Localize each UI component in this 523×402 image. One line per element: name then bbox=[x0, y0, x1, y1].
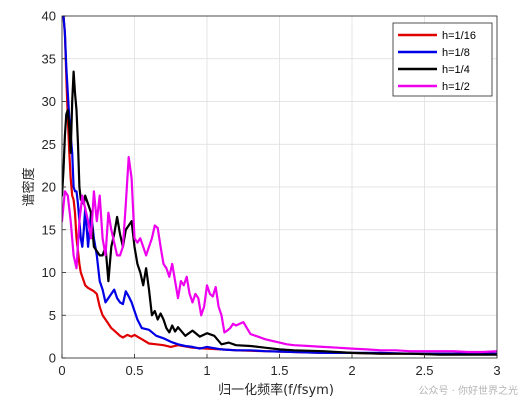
y-tick-label: 20 bbox=[42, 180, 56, 195]
y-tick-label: 15 bbox=[42, 222, 56, 237]
x-tick-label: 0.5 bbox=[125, 363, 143, 378]
legend: h=1/16 h=1/8 h=1/4 h=1/2 bbox=[392, 22, 493, 97]
y-axis-ticks: 0 5 10 15 20 25 30 35 40 bbox=[42, 9, 66, 366]
x-tick-label: 2 bbox=[348, 363, 355, 378]
y-axis-label: 谱密度 bbox=[21, 167, 37, 206]
series-layer bbox=[62, 16, 497, 356]
legend-label: h=1/16 bbox=[442, 30, 476, 42]
y-tick-label: 25 bbox=[42, 137, 56, 152]
x-tick-label: 2.5 bbox=[415, 363, 433, 378]
watermark-text: 公众号 · 你好世界之光 bbox=[418, 384, 518, 397]
legend-label: h=1/4 bbox=[442, 64, 470, 76]
y-tick-label: 30 bbox=[42, 94, 56, 109]
series-line-3 bbox=[62, 156, 497, 354]
y-tick-label: 40 bbox=[42, 9, 56, 24]
x-axis-ticks: 0 0.5 1 1.5 2 2.5 3 bbox=[58, 354, 501, 378]
y-tick-label: 35 bbox=[42, 51, 56, 66]
series-line-2 bbox=[62, 70, 497, 356]
x-tick-label: 1.5 bbox=[270, 363, 288, 378]
y-tick-label: 0 bbox=[49, 351, 56, 366]
x-tick-label: 1 bbox=[203, 363, 210, 378]
x-tick-label: 3 bbox=[493, 363, 500, 378]
series-line-1 bbox=[62, 16, 497, 355]
x-axis-label: 归一化频率(f/fsym) bbox=[218, 382, 334, 398]
legend-label: h=1/8 bbox=[442, 47, 470, 59]
x-tick-label: 0 bbox=[58, 363, 65, 378]
y-tick-label: 10 bbox=[42, 265, 56, 280]
legend-label: h=1/2 bbox=[442, 81, 470, 93]
y-tick-label: 5 bbox=[49, 308, 56, 323]
